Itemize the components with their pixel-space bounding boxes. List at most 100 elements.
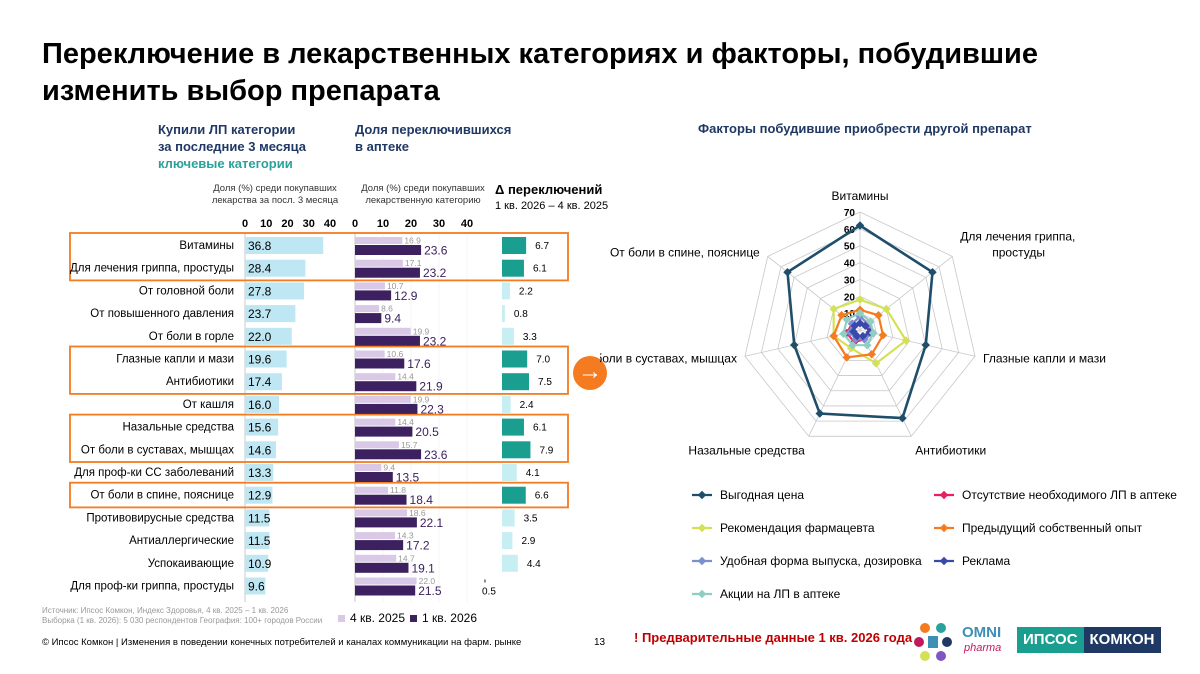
radar-point	[861, 321, 870, 331]
note-share-category-line2: лекарственную категорию	[365, 195, 481, 206]
bar-delta	[502, 509, 515, 527]
bar-delta	[502, 486, 526, 504]
radar-point	[837, 311, 846, 320]
bar-delta	[502, 282, 510, 300]
radar-tick-label: 60	[844, 225, 856, 236]
legend-swatch	[934, 556, 954, 566]
bar-delta-label: 3.3	[523, 332, 537, 343]
bar-delta	[502, 418, 524, 436]
legend-label: Рекомендация фармацевта	[720, 521, 875, 535]
note-share-buyers-line2: лекарства за посл. 3 месяца	[211, 195, 339, 206]
bar-switched-q1-label: 17.2	[406, 539, 430, 553]
bar-switched-q4-label: 14.3	[397, 531, 414, 541]
radar-point	[790, 340, 799, 350]
bar-switched-q1-label: 19.1	[411, 561, 435, 575]
header-purchased: Купили ЛП категории за последние 3 месяц…	[158, 121, 306, 172]
header-key-categories: ключевые категории	[158, 156, 293, 171]
bar-purchased-label: 17.4	[248, 375, 272, 389]
radar-grid-ring	[744, 211, 976, 437]
bar-delta-label: 2.9	[521, 536, 535, 547]
bar-purchased	[245, 395, 279, 413]
bar-switched-q1-label: 23.6	[424, 448, 448, 462]
radar-point	[842, 353, 852, 362]
category-label: От повышенного давления	[90, 308, 234, 320]
bar-purchased-label: 36.8	[248, 239, 272, 253]
radar-axis-label: От боли в суставах, мышцах	[600, 351, 737, 365]
legend-swatch	[934, 523, 954, 533]
tick-label-switched: 40	[461, 218, 473, 230]
radar-point	[878, 331, 888, 340]
radar-spoke	[859, 256, 953, 331]
radar-legend-item: Рекомендация фармацевта	[692, 521, 875, 535]
bar-purchased	[245, 259, 306, 277]
bar-switched-q1	[355, 245, 422, 255]
bar-delta-label: 6.1	[533, 264, 547, 275]
category-label: Антиаллергические	[129, 535, 234, 547]
bar-switched-q1	[355, 540, 404, 551]
bar-purchased-label: 22.0	[248, 330, 272, 344]
radar-point	[855, 295, 865, 304]
highlight-box	[69, 481, 569, 509]
header-purchased-line2: за последние 3 месяца	[158, 139, 306, 154]
tick-label-switched: 30	[433, 218, 445, 230]
bar-delta	[502, 464, 517, 481]
bar-switched-q4	[355, 577, 417, 585]
bar-switched-q4	[355, 554, 397, 562]
radar-legend-item: Удобная форма выпуска, дозировка	[692, 554, 922, 568]
bar-delta-label: 6.7	[535, 241, 549, 252]
bar-switched-q4-label: 14.7	[398, 553, 415, 563]
bar-delta	[502, 373, 529, 391]
arrow-right-icon: →	[573, 356, 607, 390]
bar-switched-q1	[355, 290, 392, 301]
highlight-box	[69, 413, 569, 463]
tick-label-switched: 20	[405, 218, 417, 230]
bar-delta-label: 7.0	[536, 355, 550, 366]
source-line1: Источник: Ипсос Комкон, Индекс Здоровья,…	[42, 606, 289, 615]
bar-switched-q4	[355, 464, 382, 471]
bar-purchased-label: 9.6	[248, 580, 265, 594]
radar-axis-label: От боли в спине, пояснице	[610, 245, 760, 259]
bar-delta	[502, 441, 531, 459]
radar-tick-label: 20	[844, 292, 856, 303]
bar-switched-q4-label: 18.6	[409, 508, 426, 518]
category-label: Глазные капли и мази	[116, 354, 234, 366]
bar-switched-q4	[355, 509, 408, 517]
radar-point	[842, 315, 852, 324]
radar-point	[921, 340, 930, 350]
bar-switched-q4	[355, 259, 403, 267]
category-label: От боли в суставах, мышцах	[81, 444, 234, 456]
radar-point	[848, 340, 857, 350]
bar-purchased-label: 16.0	[248, 398, 272, 412]
radar-point	[898, 413, 907, 423]
legend-label: Акции на ЛП в аптеке	[720, 587, 841, 601]
bar-switched-q4	[355, 532, 396, 540]
bar-purchased	[245, 350, 287, 368]
bar-switched-q1-label: 22.3	[420, 402, 444, 416]
omni-logo-text: OMNI	[962, 624, 1002, 641]
radar-point	[855, 308, 865, 318]
radar-point	[815, 409, 825, 418]
radar-point	[849, 327, 858, 336]
header-switched: Доля переключившихся в аптеке	[355, 121, 511, 155]
category-label: Антибиотики	[166, 376, 234, 388]
bar-purchased-label: 13.3	[248, 466, 272, 480]
radar-point	[901, 336, 911, 345]
legend-q1-swatch	[410, 615, 417, 622]
note-share-buyers: Доля (%) среди покупавших лекарства за п…	[200, 183, 350, 207]
bar-switched-q1	[355, 562, 409, 573]
bar-switched-q1	[355, 335, 420, 346]
bar-switched-q4-label: 8.6	[381, 304, 393, 314]
header-switched-line2: в аптеке	[355, 139, 410, 154]
source-line2: Выборка (1 кв. 2026): 5 030 респондентов…	[42, 616, 323, 625]
bar-purchased-label: 14.6	[248, 443, 272, 457]
radar-grid-ring	[810, 278, 910, 376]
bar-delta-label: 7.9	[539, 445, 553, 456]
radar-axis-label: Витамины	[832, 189, 889, 203]
category-label: Для проф-ки гриппа, простуды	[70, 581, 234, 593]
note-share-buyers-line1: Доля (%) среди покупавших	[213, 183, 337, 194]
radar-axis-label: Назальные средства	[688, 443, 805, 457]
bar-purchased	[245, 577, 266, 595]
legend-label: Предыдущий собственный опыт	[962, 521, 1143, 535]
bar-switched-q4	[355, 395, 411, 403]
radar-legend-item: Акции на ЛП в аптеке	[692, 587, 840, 601]
